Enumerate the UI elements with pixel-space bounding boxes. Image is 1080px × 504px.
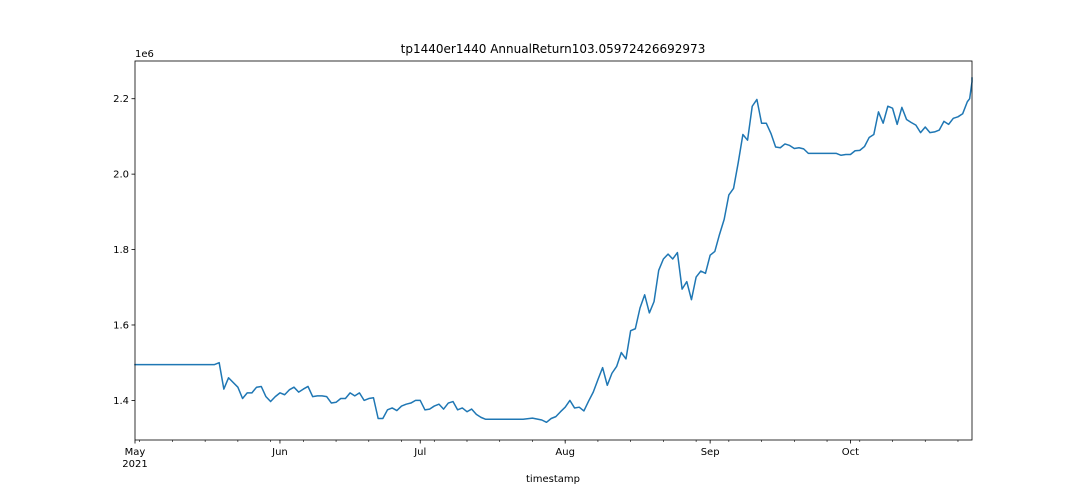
- x-tick-label: Jun: [271, 447, 288, 458]
- x-tick-label: Aug: [555, 447, 575, 458]
- x-tick-label: Sep: [701, 447, 720, 458]
- x-axis-label: timestamp: [526, 474, 580, 485]
- y-offset-label: 1e6: [135, 49, 154, 60]
- x-tick-sublabel: 2021: [122, 459, 147, 470]
- x-tick-label: Jul: [413, 447, 426, 458]
- y-tick-label: 1.4: [113, 396, 129, 407]
- y-tick-label: 2.0: [113, 170, 129, 181]
- y-tick-label: 2.2: [113, 94, 129, 105]
- y-tick-label: 1.8: [113, 245, 129, 256]
- x-tick-label: May: [125, 447, 146, 458]
- chart-title: tp1440er1440 AnnualReturn103.05972426692…: [401, 42, 706, 56]
- x-tick-label: Oct: [842, 447, 859, 458]
- series-line: [134, 77, 973, 424]
- plot-frame: [134, 60, 973, 441]
- y-tick-label: 1.6: [113, 320, 129, 331]
